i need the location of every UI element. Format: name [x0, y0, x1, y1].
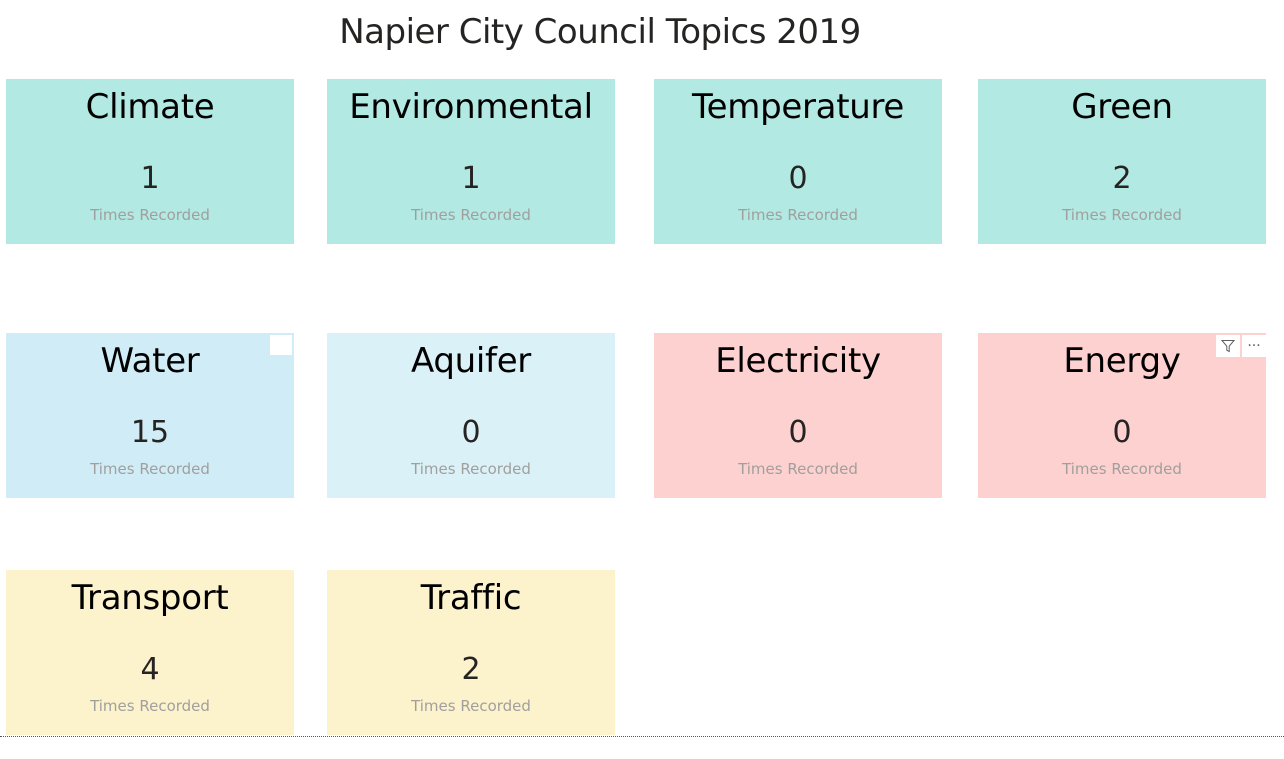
card-value: 15	[130, 415, 170, 450]
card-caption: Times Recorded	[90, 206, 210, 224]
card-title: Environmental	[349, 87, 593, 127]
card-caption: Times Recorded	[90, 697, 210, 715]
filter-icon[interactable]	[1216, 335, 1240, 357]
card-caption: Times Recorded	[411, 206, 531, 224]
page-boundary-line	[0, 736, 1284, 737]
card-value: 1	[140, 161, 160, 196]
card-caption: Times Recorded	[1062, 206, 1182, 224]
card-title: Energy	[1063, 341, 1181, 381]
card-value: 2	[1112, 161, 1132, 196]
card-title: Climate	[85, 87, 215, 127]
card-green[interactable]: Green 2 Times Recorded	[978, 79, 1266, 244]
card-electricity[interactable]: Electricity 0 Times Recorded	[654, 333, 942, 498]
card-title: Electricity	[715, 341, 881, 381]
card-value: 2	[461, 652, 481, 687]
card-caption: Times Recorded	[411, 697, 531, 715]
card-title: Transport	[71, 578, 229, 618]
card-title: Traffic	[420, 578, 522, 618]
card-caption: Times Recorded	[738, 460, 858, 478]
focus-mode-box[interactable]	[270, 335, 292, 355]
card-temperature[interactable]: Temperature 0 Times Recorded	[654, 79, 942, 244]
card-caption: Times Recorded	[738, 206, 858, 224]
card-traffic[interactable]: Traffic 2 Times Recorded	[327, 570, 615, 735]
card-transport[interactable]: Transport 4 Times Recorded	[6, 570, 294, 735]
card-water[interactable]: Water 15 Times Recorded	[6, 333, 294, 498]
card-value: 0	[1112, 415, 1132, 450]
card-value: 1	[461, 161, 481, 196]
page-title: Napier City Council Topics 2019	[339, 12, 861, 52]
card-aquifer[interactable]: Aquifer 0 Times Recorded	[327, 333, 615, 498]
card-caption: Times Recorded	[411, 460, 531, 478]
card-value: 4	[140, 652, 160, 687]
visual-header: ···	[1216, 335, 1266, 357]
card-title: Temperature	[691, 87, 905, 127]
card-caption: Times Recorded	[1062, 460, 1182, 478]
card-energy[interactable]: Energy 0 Times Recorded ···	[978, 333, 1266, 498]
more-options-icon[interactable]: ···	[1242, 335, 1266, 357]
card-value: 0	[461, 415, 481, 450]
card-title: Green	[1071, 87, 1173, 127]
card-climate[interactable]: Climate 1 Times Recorded	[6, 79, 294, 244]
card-title: Aquifer	[410, 341, 531, 381]
card-value: 0	[788, 161, 808, 196]
card-title: Water	[100, 341, 200, 381]
card-value: 0	[788, 415, 808, 450]
card-caption: Times Recorded	[90, 460, 210, 478]
card-environmental[interactable]: Environmental 1 Times Recorded	[327, 79, 615, 244]
